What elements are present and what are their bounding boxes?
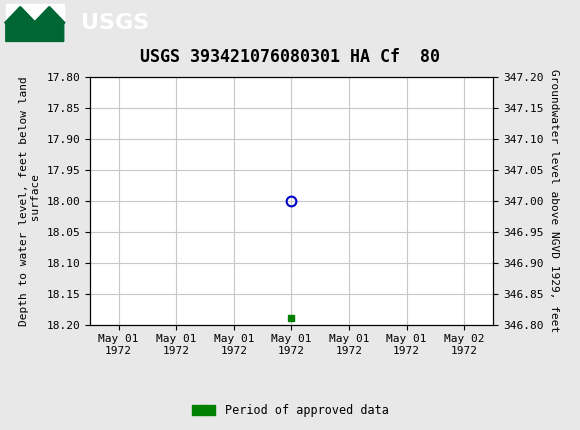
Legend: Period of approved data: Period of approved data (187, 399, 393, 422)
Text: USGS 393421076080301 HA Cf  80: USGS 393421076080301 HA Cf 80 (140, 48, 440, 66)
Y-axis label: Depth to water level, feet below land
 surface: Depth to water level, feet below land su… (19, 76, 41, 326)
Text: USGS: USGS (81, 12, 150, 33)
Polygon shape (6, 7, 64, 42)
FancyBboxPatch shape (6, 3, 64, 42)
Y-axis label: Groundwater level above NGVD 1929, feet: Groundwater level above NGVD 1929, feet (549, 69, 559, 333)
